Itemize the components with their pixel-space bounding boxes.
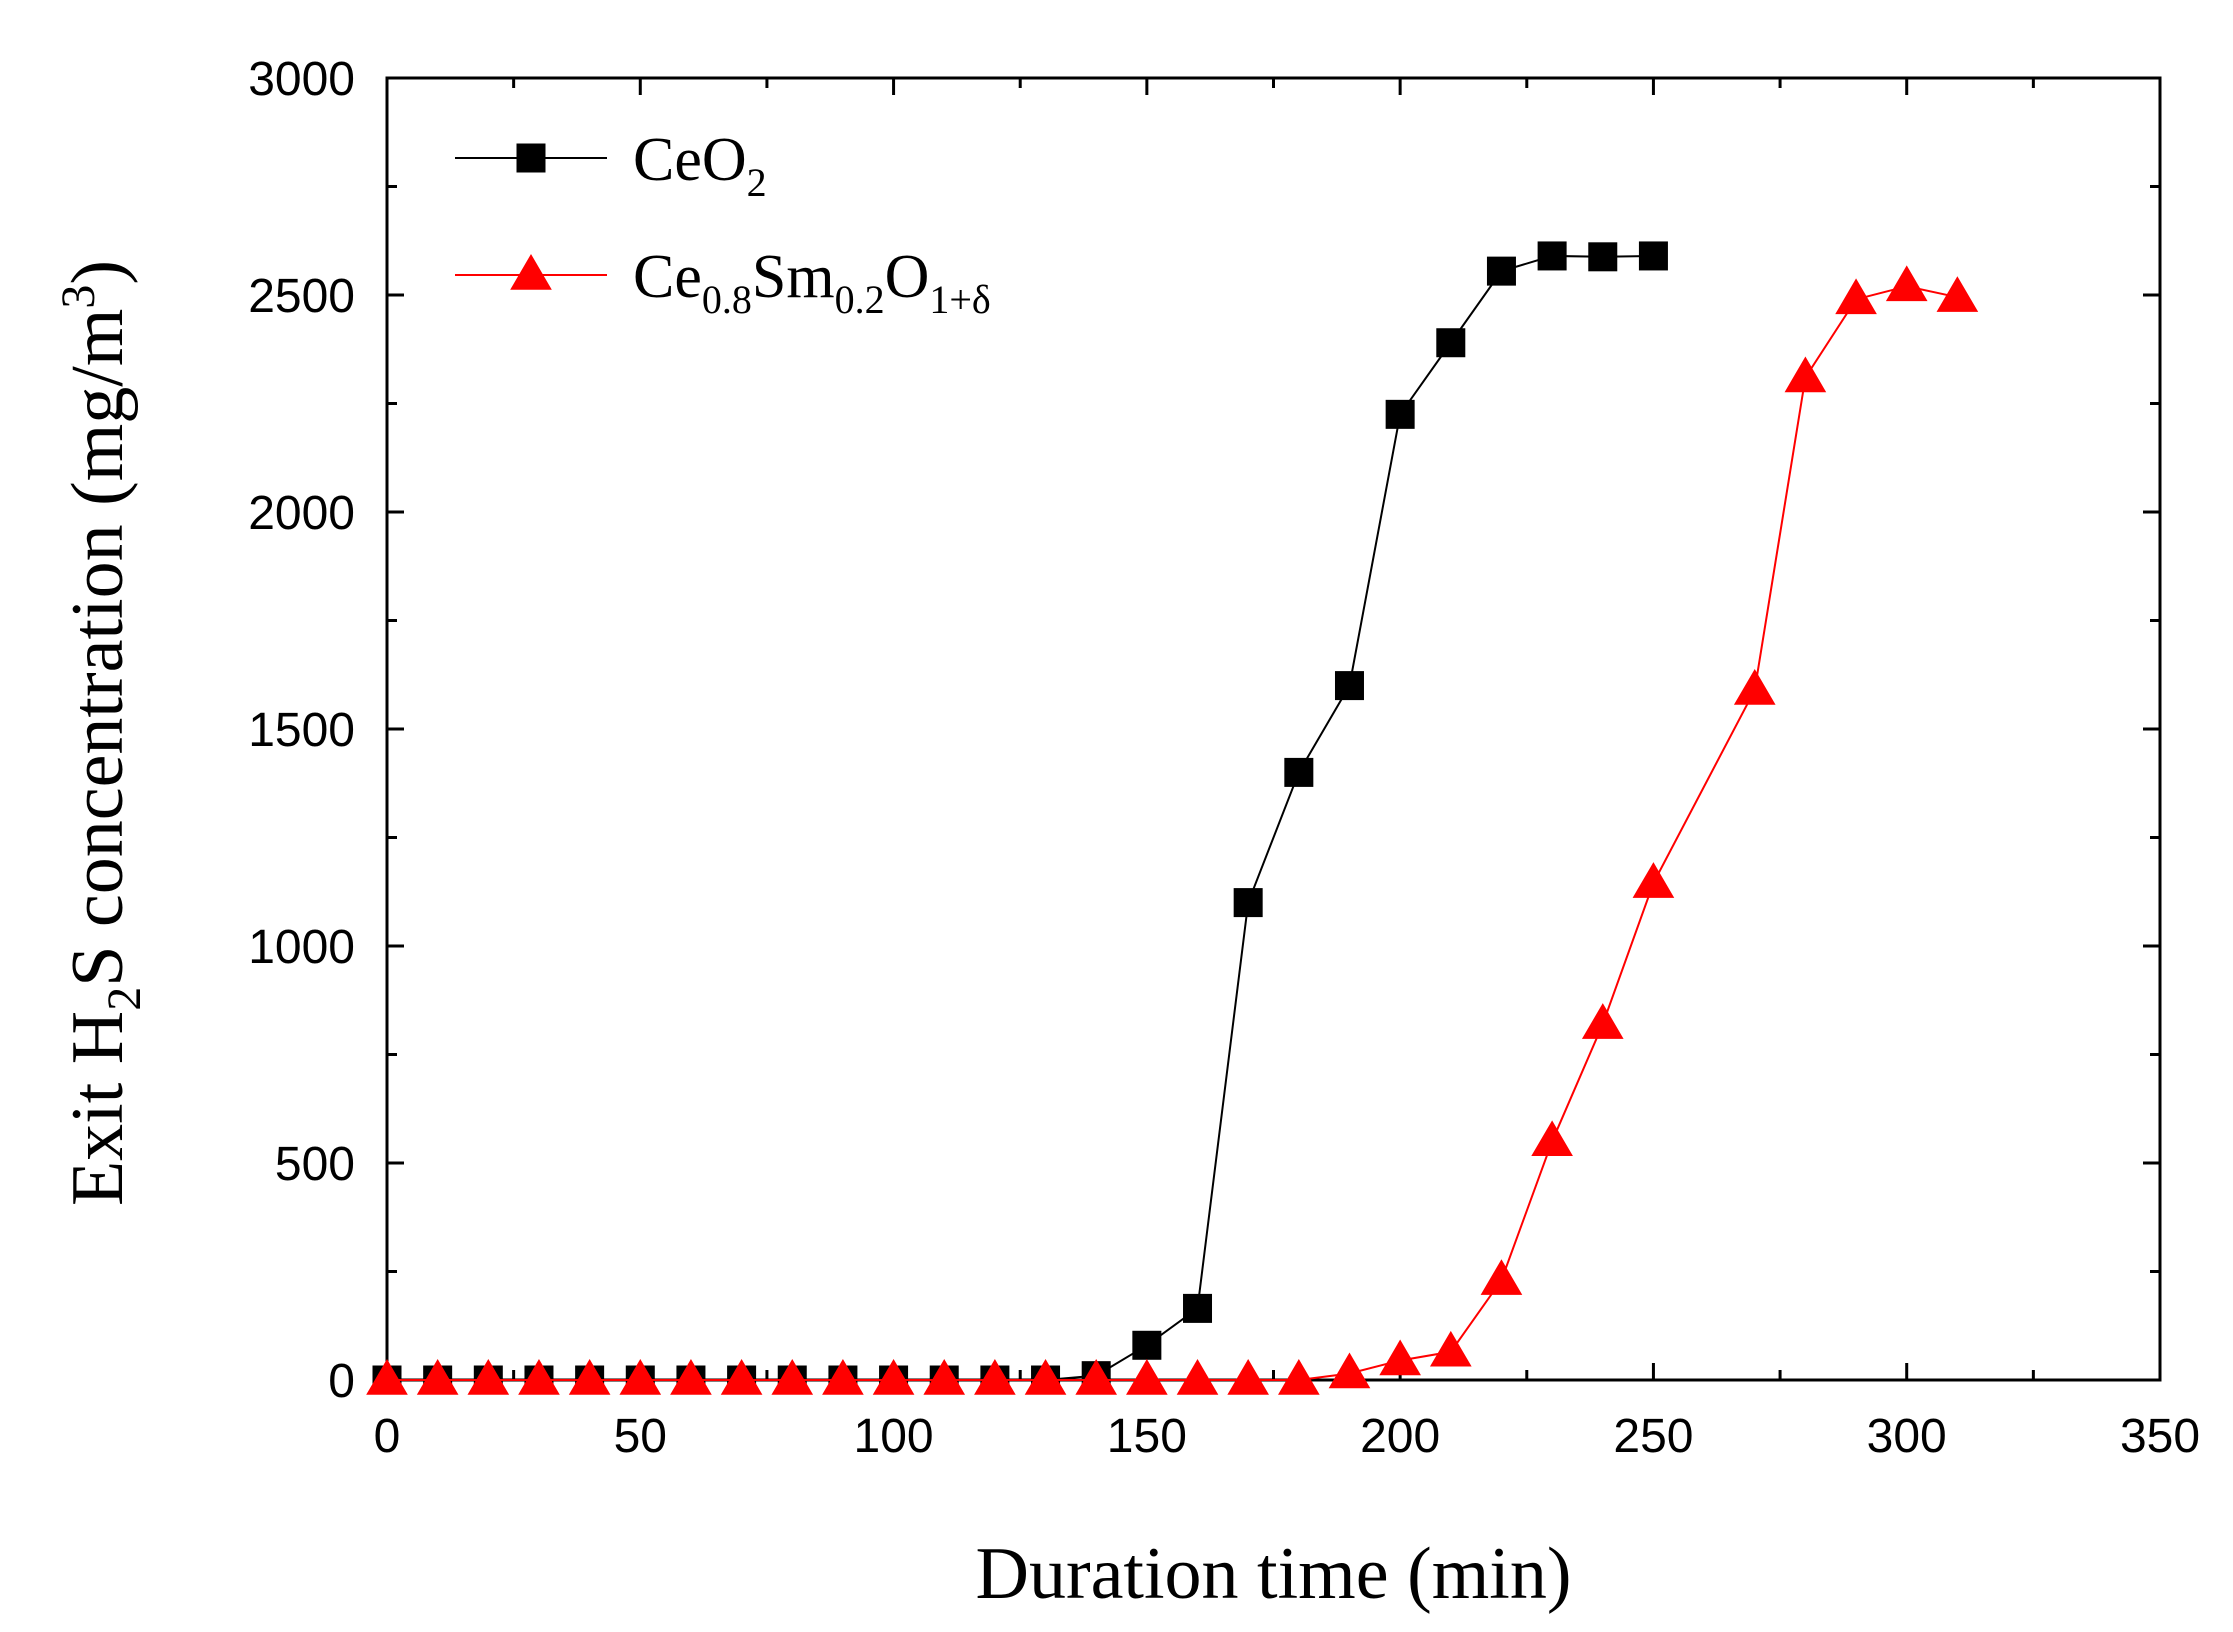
y-axis-label-prefix: Exit H: [57, 1011, 139, 1206]
data-point: [1284, 757, 1314, 787]
x-tick-label: 200: [1360, 1410, 1440, 1463]
data-point: [1233, 888, 1263, 918]
y-tick-label: 3000: [248, 53, 355, 106]
axes-group: 0 50 100 150 200 250 300 350 0 500 1000 1500 2000 250…: [248, 53, 2200, 1463]
data-point: [1436, 328, 1466, 358]
data-point: [1486, 256, 1516, 286]
y-tick-label: 0: [328, 1355, 355, 1408]
data-point: [366, 1359, 408, 1395]
data-point: [1537, 241, 1567, 271]
legend-item: Ce0.8Sm0.2O1+δ: [455, 243, 991, 322]
x-tick-label: 300: [1867, 1410, 1947, 1463]
data-point: [1183, 1293, 1213, 1323]
data-point: [1638, 241, 1668, 271]
y-tick-label: 2500: [248, 270, 355, 323]
legend-label-part: Ce: [633, 243, 702, 311]
data-point: [1429, 1330, 1472, 1367]
x-tick-label: 150: [1107, 1410, 1187, 1463]
data-point: [872, 1359, 915, 1395]
legend-label-part: 2: [747, 160, 767, 205]
x-tick-label: 250: [1613, 1410, 1693, 1463]
data-point: [1581, 1003, 1624, 1039]
data-point: [1835, 278, 1877, 315]
legend-label-part: CeO: [633, 126, 747, 194]
x-tick-label: 50: [614, 1410, 667, 1463]
data-point: [1328, 1352, 1371, 1389]
data-point: [771, 1359, 814, 1395]
data-point: [1733, 668, 1776, 705]
data-point: [568, 1359, 611, 1395]
data-point: [1885, 265, 1928, 302]
data-point: [1379, 1339, 1421, 1376]
data-point: [518, 1359, 560, 1395]
data-point: [1126, 1359, 1168, 1395]
data-point: [1024, 1359, 1067, 1395]
legend-item: CeO2: [455, 126, 767, 205]
legend-marker: [516, 143, 546, 173]
data-point: [467, 1359, 510, 1395]
y-axis-label-superscript: 3: [52, 285, 105, 309]
y-axis-label-subscript: 2: [98, 987, 151, 1011]
data-point: [1632, 862, 1675, 898]
y-axis-label: Exit H2S concentration (mg/m3): [52, 260, 151, 1206]
data-point: [1936, 276, 1979, 312]
data-point: [1227, 1359, 1269, 1395]
legend-label-part: O: [885, 243, 930, 311]
y-tick-label: 1000: [248, 921, 355, 974]
series-group: [366, 241, 1979, 1395]
data-point: [1334, 671, 1364, 701]
data-point: [416, 1359, 459, 1395]
data-point: [1588, 242, 1618, 272]
data-point: [670, 1359, 712, 1395]
y-axis-label-suffix: ): [57, 260, 139, 285]
legend-label: Ce0.8Sm0.2O1+δ: [633, 243, 991, 322]
data-point: [974, 1359, 1016, 1395]
y-tick-label: 1500: [248, 704, 355, 757]
legend-label-part: 1+δ: [929, 277, 990, 322]
legend-label-part: 0.2: [835, 277, 885, 322]
data-point: [1075, 1359, 1118, 1395]
x-tick-label: 0: [374, 1410, 401, 1463]
axis-labels: Duration time (min) Exit H2S concentrati…: [52, 260, 1571, 1615]
data-point: [619, 1359, 662, 1395]
data-point: [1278, 1359, 1320, 1395]
data-point: [822, 1359, 864, 1395]
legend-label: CeO2: [633, 126, 767, 205]
data-point: [1132, 1330, 1162, 1360]
x-tick-label: 100: [854, 1410, 934, 1463]
legend-marker: [510, 254, 552, 290]
data-point: [720, 1359, 763, 1395]
y-tick-label: 2000: [248, 487, 355, 540]
data-point: [1784, 356, 1827, 393]
y-tick-label: 500: [275, 1138, 355, 1191]
x-tick-label: 350: [2120, 1410, 2200, 1463]
data-point: [1531, 1120, 1573, 1157]
data-point: [1480, 1259, 1523, 1295]
legend-label-part: Sm: [752, 243, 835, 311]
series-2: [366, 265, 1979, 1395]
data-point: [1176, 1359, 1219, 1395]
data-point: [923, 1359, 966, 1395]
legend-label-part: 0.8: [702, 277, 752, 322]
y-axis-label-middle: S concentration (mg/m: [57, 309, 139, 987]
data-point: [1385, 399, 1415, 429]
x-axis-label: Duration time (min): [976, 1533, 1572, 1615]
